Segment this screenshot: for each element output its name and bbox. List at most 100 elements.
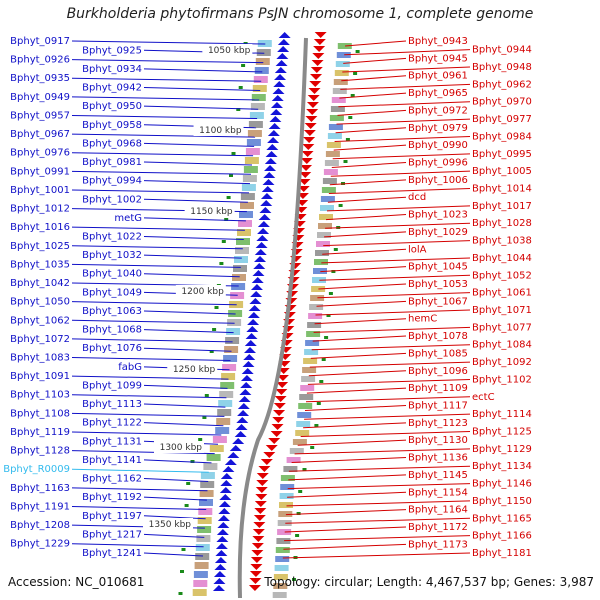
- gene-label[interactable]: Bphyt_0995: [472, 149, 532, 160]
- gene-label[interactable]: Bphyt_1192: [82, 492, 142, 503]
- gene-label[interactable]: dcd: [408, 192, 426, 203]
- gene-label[interactable]: Bphyt_1006: [408, 175, 468, 186]
- gene-label[interactable]: Bphyt_1062: [10, 315, 70, 326]
- gene-label[interactable]: Bphyt_1028: [472, 218, 532, 229]
- gene-label[interactable]: Bphyt_1068: [82, 325, 142, 336]
- gene-label[interactable]: Bphyt_0994: [82, 176, 142, 187]
- gene-label[interactable]: Bphyt_1128: [10, 446, 70, 457]
- gene-label[interactable]: Bphyt_0990: [408, 140, 468, 151]
- gene-label[interactable]: Bphyt_1150: [472, 496, 532, 507]
- gene-label[interactable]: Bphyt_1172: [408, 522, 468, 533]
- gene-label[interactable]: Bphyt_1029: [408, 227, 468, 238]
- gene-label[interactable]: Bphyt_1049: [82, 287, 142, 298]
- gene-label[interactable]: Bphyt_1061: [472, 288, 532, 299]
- gene-label[interactable]: Bphyt_1103: [10, 390, 70, 401]
- gene-label[interactable]: Bphyt_1164: [408, 505, 468, 516]
- gene-label[interactable]: Bphyt_0926: [10, 55, 70, 66]
- gene-label[interactable]: Bphyt_1017: [472, 201, 532, 212]
- gene-label[interactable]: Bphyt_1045: [408, 262, 468, 273]
- gene-label[interactable]: Bphyt_1241: [82, 548, 142, 559]
- gene-label[interactable]: Bphyt_R0009: [3, 464, 70, 475]
- gene-label[interactable]: Bphyt_1117: [408, 400, 468, 411]
- gene-label[interactable]: Bphyt_0967: [10, 129, 70, 140]
- gene-label[interactable]: Bphyt_1002: [82, 194, 142, 205]
- gene-label[interactable]: Bphyt_0965: [408, 88, 468, 99]
- gene-label[interactable]: Bphyt_1145: [408, 470, 468, 481]
- gene-label[interactable]: Bphyt_1096: [408, 366, 468, 377]
- gene-label[interactable]: Bphyt_1072: [10, 334, 70, 345]
- gene-label[interactable]: Bphyt_0961: [408, 71, 468, 82]
- gene-label[interactable]: Bphyt_1125: [472, 427, 532, 438]
- gene-label[interactable]: Bphyt_1165: [472, 513, 532, 524]
- gene-label[interactable]: Bphyt_1077: [472, 322, 532, 333]
- gene-label[interactable]: Bphyt_1044: [472, 253, 532, 264]
- gene-label[interactable]: Bphyt_1163: [10, 483, 70, 494]
- gene-label[interactable]: Bphyt_0981: [82, 157, 142, 168]
- gene-label[interactable]: Bphyt_1181: [472, 548, 532, 559]
- gene-label[interactable]: Bphyt_0977: [472, 114, 532, 125]
- gene-label[interactable]: Bphyt_0957: [10, 110, 70, 121]
- gene-label[interactable]: Bphyt_0958: [82, 120, 142, 131]
- gene-label[interactable]: hemC: [408, 314, 437, 325]
- gene-label[interactable]: Bphyt_0970: [472, 97, 532, 108]
- gene-label[interactable]: Bphyt_1119: [10, 427, 70, 438]
- gene-label[interactable]: Bphyt_0917: [10, 36, 70, 47]
- gene-label[interactable]: Bphyt_0968: [82, 138, 142, 149]
- gene-label[interactable]: Bphyt_1162: [82, 474, 142, 485]
- gene-label[interactable]: Bphyt_1071: [472, 305, 532, 316]
- gene-label[interactable]: Bphyt_1113: [82, 399, 142, 410]
- gene-label[interactable]: Bphyt_1129: [472, 444, 532, 455]
- gene-label[interactable]: Bphyt_1136: [408, 453, 468, 464]
- gene-label[interactable]: Bphyt_0962: [472, 79, 532, 90]
- gene-label[interactable]: Bphyt_1084: [472, 340, 532, 351]
- gene-label[interactable]: Bphyt_1076: [82, 343, 142, 354]
- gene-label[interactable]: Bphyt_1032: [82, 250, 142, 261]
- gene-label[interactable]: Bphyt_1130: [408, 435, 468, 446]
- gene-label[interactable]: Bphyt_1166: [472, 531, 532, 542]
- gene-label[interactable]: Bphyt_1131: [82, 436, 142, 447]
- gene-label[interactable]: Bphyt_0996: [408, 157, 468, 168]
- gene-label[interactable]: Bphyt_0942: [82, 83, 142, 94]
- gene-label[interactable]: Bphyt_1141: [82, 455, 142, 466]
- gene-label[interactable]: Bphyt_1035: [10, 259, 70, 270]
- gene-label[interactable]: Bphyt_1016: [10, 222, 70, 233]
- gene-label[interactable]: Bphyt_1005: [472, 166, 532, 177]
- gene-label[interactable]: Bphyt_0948: [472, 62, 532, 73]
- gene-label[interactable]: Bphyt_1042: [10, 278, 70, 289]
- gene-label[interactable]: Bphyt_1197: [82, 511, 142, 522]
- gene-label[interactable]: Bphyt_0972: [408, 105, 468, 116]
- gene-label[interactable]: Bphyt_1025: [10, 241, 70, 252]
- gene-label[interactable]: Bphyt_1229: [10, 539, 70, 550]
- gene-label[interactable]: ectC: [472, 392, 495, 403]
- gene-label[interactable]: Bphyt_1154: [408, 487, 468, 498]
- gene-label[interactable]: Bphyt_1114: [472, 409, 532, 420]
- gene-label[interactable]: Bphyt_1083: [10, 353, 70, 364]
- gene-label[interactable]: Bphyt_1063: [82, 306, 142, 317]
- gene-label[interactable]: Bphyt_1078: [408, 331, 468, 342]
- gene-label[interactable]: Bphyt_1217: [82, 529, 142, 540]
- gene-label[interactable]: Bphyt_1208: [10, 520, 70, 531]
- gene-label[interactable]: Bphyt_1012: [10, 204, 70, 215]
- gene-label[interactable]: metG: [114, 213, 142, 224]
- gene-label[interactable]: Bphyt_0943: [408, 36, 468, 47]
- gene-label[interactable]: Bphyt_1023: [408, 210, 468, 221]
- gene-label[interactable]: Bphyt_1067: [408, 296, 468, 307]
- gene-label[interactable]: Bphyt_1109: [408, 383, 468, 394]
- gene-label[interactable]: Bphyt_0950: [82, 101, 142, 112]
- gene-label[interactable]: Bphyt_0949: [10, 92, 70, 103]
- gene-label[interactable]: Bphyt_0925: [82, 45, 142, 56]
- gene-label[interactable]: Bphyt_0944: [472, 45, 532, 56]
- gene-label[interactable]: Bphyt_0984: [472, 131, 532, 142]
- gene-label[interactable]: Bphyt_1038: [472, 236, 532, 247]
- gene-label[interactable]: Bphyt_1022: [82, 231, 142, 242]
- gene-label[interactable]: Bphyt_1085: [408, 348, 468, 359]
- gene-label[interactable]: Bphyt_1173: [408, 539, 468, 550]
- gene-label[interactable]: Bphyt_1123: [408, 418, 468, 429]
- gene-label[interactable]: Bphyt_0991: [10, 166, 70, 177]
- gene-label[interactable]: lolA: [408, 244, 427, 255]
- gene-label[interactable]: Bphyt_0935: [10, 73, 70, 84]
- gene-label[interactable]: Bphyt_1091: [10, 371, 70, 382]
- gene-label[interactable]: Bphyt_0979: [408, 123, 468, 134]
- gene-label[interactable]: fabG: [118, 362, 142, 373]
- gene-label[interactable]: Bphyt_1001: [10, 185, 70, 196]
